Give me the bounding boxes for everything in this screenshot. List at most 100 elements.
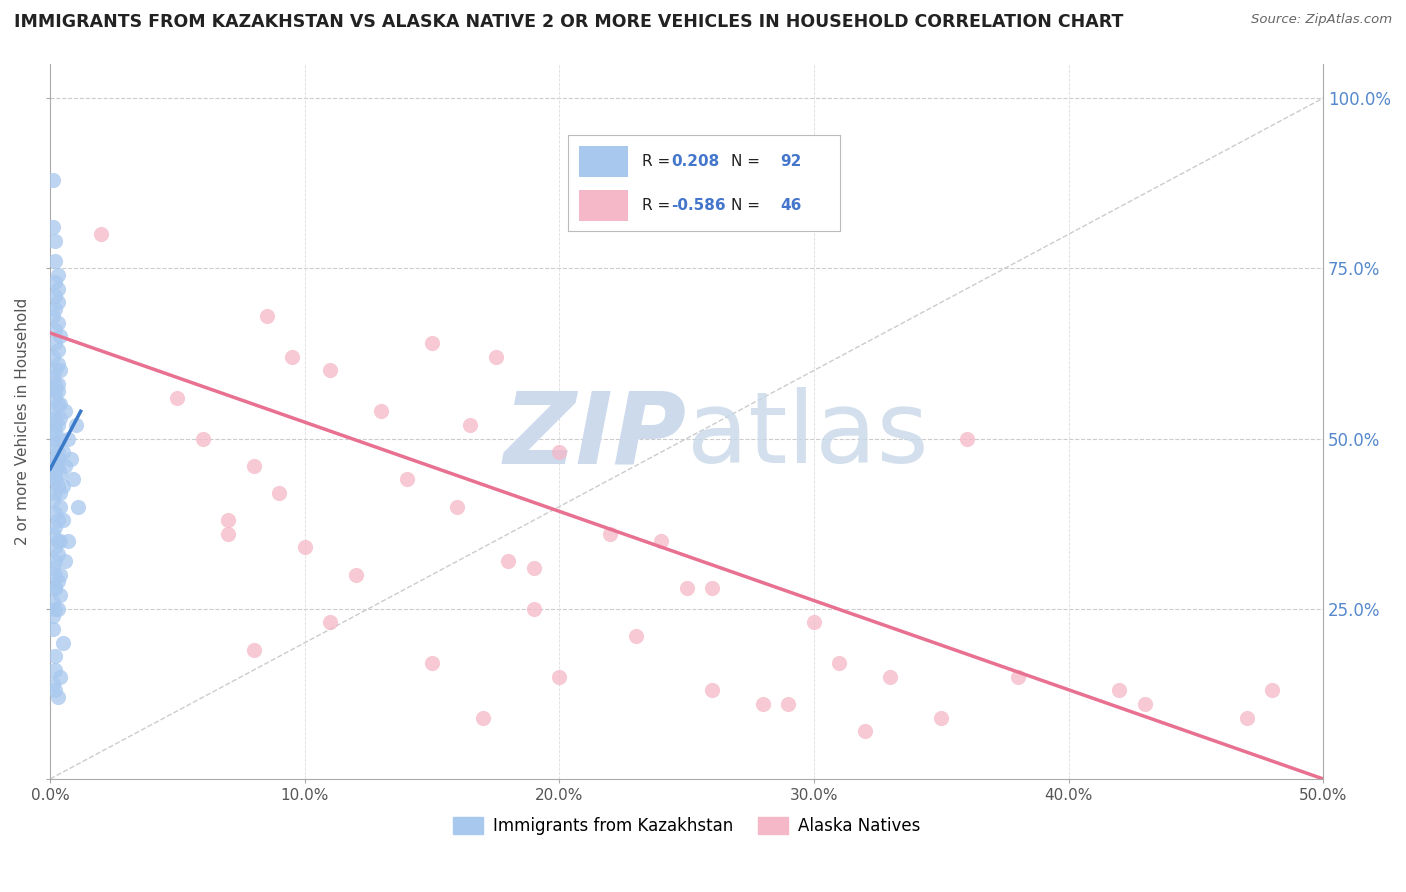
Point <box>319 363 342 377</box>
Point <box>41 438 63 452</box>
Point <box>44 234 66 248</box>
Point <box>52 445 75 459</box>
Point <box>46 384 69 398</box>
Point <box>44 391 66 405</box>
Point <box>624 629 647 643</box>
Point <box>44 458 66 473</box>
Point <box>49 466 72 480</box>
Point <box>41 676 63 690</box>
Point <box>344 567 367 582</box>
Point <box>44 288 66 302</box>
Point <box>65 417 87 432</box>
Point <box>49 411 72 425</box>
Point <box>44 417 66 432</box>
Point <box>46 316 69 330</box>
Text: 92: 92 <box>780 154 801 169</box>
Point <box>599 526 621 541</box>
FancyBboxPatch shape <box>579 146 628 177</box>
Text: ZIP: ZIP <box>503 387 686 484</box>
Point <box>446 500 468 514</box>
Point <box>44 541 66 555</box>
Point <box>485 350 508 364</box>
Point <box>294 541 316 555</box>
Point <box>929 711 952 725</box>
Point <box>828 656 851 670</box>
Point <box>269 486 291 500</box>
Point <box>523 601 546 615</box>
Point <box>243 458 266 473</box>
Point <box>46 282 69 296</box>
Point <box>650 533 672 548</box>
Point <box>420 656 443 670</box>
Point <box>49 486 72 500</box>
Text: R =: R = <box>641 154 675 169</box>
Point <box>46 357 69 371</box>
Point <box>46 397 69 411</box>
Point <box>1108 683 1130 698</box>
Text: Source: ZipAtlas.com: Source: ZipAtlas.com <box>1251 13 1392 27</box>
Point <box>853 724 876 739</box>
Point <box>44 425 66 439</box>
Point <box>458 417 481 432</box>
Point <box>46 458 69 473</box>
Point <box>49 363 72 377</box>
Text: -0.586: -0.586 <box>672 198 725 213</box>
Point <box>46 513 69 527</box>
Point <box>55 404 77 418</box>
Point <box>41 370 63 384</box>
Point <box>90 227 112 242</box>
Point <box>217 526 239 541</box>
Point <box>370 404 392 418</box>
Point <box>523 561 546 575</box>
Point <box>46 547 69 561</box>
Point <box>956 432 979 446</box>
Point <box>52 479 75 493</box>
Point <box>700 582 723 596</box>
Point <box>752 697 775 711</box>
Point <box>778 697 800 711</box>
Point <box>44 683 66 698</box>
Point <box>44 649 66 664</box>
Point <box>700 683 723 698</box>
Point <box>44 336 66 351</box>
Point <box>41 561 63 575</box>
Point <box>49 533 72 548</box>
Point <box>256 309 278 323</box>
Point <box>44 302 66 317</box>
Point <box>281 350 304 364</box>
Point <box>44 554 66 568</box>
Point <box>56 432 79 446</box>
Point <box>675 582 697 596</box>
Point <box>395 472 418 486</box>
Point <box>49 329 72 343</box>
Point <box>41 173 63 187</box>
Point <box>46 574 69 589</box>
Point <box>46 601 69 615</box>
Point <box>46 417 69 432</box>
Point <box>44 451 66 466</box>
Point <box>44 567 66 582</box>
Point <box>59 451 82 466</box>
Text: N =: N = <box>731 198 765 213</box>
Text: IMMIGRANTS FROM KAZAKHSTAN VS ALASKA NATIVE 2 OR MORE VEHICLES IN HOUSEHOLD CORR: IMMIGRANTS FROM KAZAKHSTAN VS ALASKA NAT… <box>14 13 1123 31</box>
Point <box>41 526 63 541</box>
Text: N =: N = <box>731 154 765 169</box>
Text: 46: 46 <box>780 198 801 213</box>
Point <box>49 588 72 602</box>
Point <box>46 479 69 493</box>
Point <box>44 472 66 486</box>
Point <box>879 670 901 684</box>
Point <box>62 472 84 486</box>
Point <box>420 336 443 351</box>
Point <box>49 397 72 411</box>
Point <box>49 670 72 684</box>
Point <box>44 466 66 480</box>
Point <box>52 513 75 527</box>
Point <box>41 492 63 507</box>
Point <box>41 404 63 418</box>
Point <box>55 554 77 568</box>
Point <box>319 615 342 630</box>
Point <box>44 363 66 377</box>
Point <box>41 472 63 486</box>
Text: atlas: atlas <box>686 387 928 484</box>
